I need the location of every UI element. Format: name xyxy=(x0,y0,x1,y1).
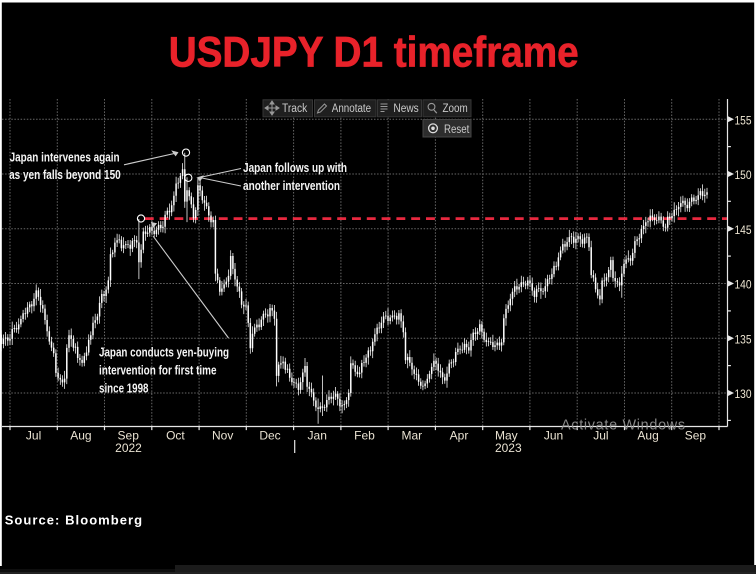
svg-text:Jul: Jul xyxy=(26,428,41,442)
svg-text:Mar: Mar xyxy=(401,428,422,442)
svg-text:Dec: Dec xyxy=(259,428,280,442)
svg-text:USDJPY D1 timeframe: USDJPY D1 timeframe xyxy=(169,29,579,77)
svg-text:145: 145 xyxy=(735,223,752,237)
svg-text:News: News xyxy=(393,103,419,115)
svg-text:Aug: Aug xyxy=(637,428,658,442)
svg-text:150: 150 xyxy=(735,168,752,182)
svg-text:Oct: Oct xyxy=(166,428,185,442)
svg-text:intervention for first time: intervention for first time xyxy=(99,363,217,378)
svg-text:May: May xyxy=(495,428,518,442)
svg-text:Feb: Feb xyxy=(354,428,375,442)
svg-text:Sep: Sep xyxy=(685,428,707,442)
svg-text:Jan: Jan xyxy=(308,428,327,442)
svg-text:Annotate: Annotate xyxy=(332,103,371,115)
svg-text:Japan follows up with: Japan follows up with xyxy=(243,160,347,175)
svg-text:Japan intervenes again: Japan intervenes again xyxy=(10,150,120,165)
svg-text:Aug: Aug xyxy=(70,428,91,442)
svg-text:135: 135 xyxy=(735,332,752,346)
svg-text:Activate Windows: Activate Windows xyxy=(561,417,686,433)
svg-text:Apr: Apr xyxy=(450,428,469,442)
svg-text:2023: 2023 xyxy=(495,441,522,455)
svg-text:Japan conducts yen-buying: Japan conducts yen-buying xyxy=(99,345,229,360)
svg-text:130: 130 xyxy=(735,387,752,401)
svg-text:140: 140 xyxy=(735,278,752,292)
svg-text:as yen falls beyond 150: as yen falls beyond 150 xyxy=(9,167,121,182)
svg-text:Track: Track xyxy=(282,103,307,115)
svg-text:Jun: Jun xyxy=(544,428,563,442)
svg-text:Reset: Reset xyxy=(444,124,470,136)
svg-text:since 1998: since 1998 xyxy=(99,381,149,396)
svg-text:2022: 2022 xyxy=(115,441,142,455)
svg-text:Sep: Sep xyxy=(118,428,140,442)
svg-text:Zoom: Zoom xyxy=(443,103,468,115)
svg-text:155: 155 xyxy=(735,113,752,127)
svg-text:Source: Bloomberg: Source: Bloomberg xyxy=(5,513,143,528)
svg-text:another intervention: another intervention xyxy=(243,178,340,193)
svg-text:Jul: Jul xyxy=(593,428,608,442)
svg-text:Nov: Nov xyxy=(212,428,233,442)
